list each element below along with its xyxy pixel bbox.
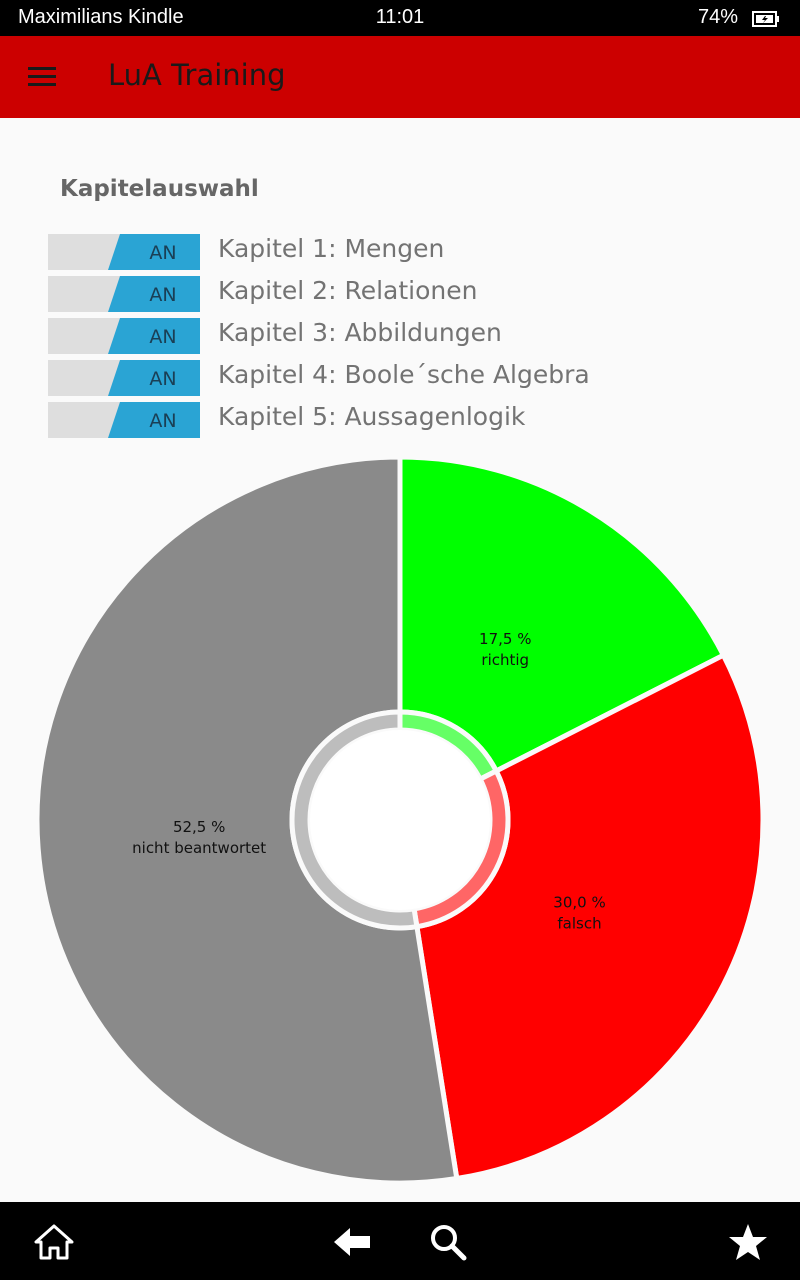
battery-icon: [752, 10, 780, 33]
device-name: Maximilians Kindle: [18, 6, 184, 28]
section-title: Kapitelauswahl: [60, 176, 259, 202]
bottom-nav-bar: [0, 1202, 800, 1280]
toggle-state: AN: [149, 368, 177, 390]
pie-label-value-nicht-beantwortet: 52,5 %: [173, 818, 225, 836]
chapter-label: Kapitel 3: Abbildungen: [218, 318, 502, 347]
chapter-label: Kapitel 4: Boole´sche Algebra: [218, 360, 590, 389]
battery-percent: 74%: [697, 6, 738, 28]
clock: 11:01: [375, 6, 425, 28]
chapter-2-toggle[interactable]: AN: [48, 276, 200, 312]
pie-label-value-richtig: 17,5 %: [479, 630, 531, 648]
chapter-row-4: AN Kapitel 4: Boole´sche Algebra: [48, 360, 648, 398]
toggle-state: AN: [149, 326, 177, 348]
menu-icon[interactable]: [28, 66, 56, 88]
chapter-1-toggle[interactable]: AN: [48, 234, 200, 270]
app-bar: LuA Training: [0, 36, 800, 118]
pie-label-name-nicht-beantwortet: nicht beantwortet: [132, 839, 266, 857]
toggle-state: AN: [149, 242, 177, 264]
chapter-label: Kapitel 2: Relationen: [218, 276, 478, 305]
chapter-5-toggle[interactable]: AN: [48, 402, 200, 438]
pie-label-name-richtig: richtig: [481, 651, 529, 669]
chapter-row-5: AN Kapitel 5: Aussagenlogik: [48, 402, 648, 440]
chapter-4-toggle[interactable]: AN: [48, 360, 200, 396]
status-bar: Maximilians Kindle 11:01 74%: [0, 0, 800, 36]
chapter-3-toggle[interactable]: AN: [48, 318, 200, 354]
app-title: LuA Training: [108, 58, 286, 92]
pie-chart-svg: 17,5 % richtig 30,0 % falsch 52,5 % nicht bea…: [34, 454, 766, 1186]
chapter-label: Kapitel 1: Mengen: [218, 234, 445, 263]
chapter-row-3: AN Kapitel 3: Abbildungen: [48, 318, 648, 356]
toggle-state: AN: [149, 284, 177, 306]
pie-center-hole: [310, 730, 490, 910]
chapter-row-2: AN Kapitel 2: Relationen: [48, 276, 648, 314]
star-icon[interactable]: [728, 1222, 768, 1262]
home-icon[interactable]: [34, 1222, 74, 1262]
toggle-state: AN: [149, 410, 177, 432]
pie-label-name-falsch: falsch: [557, 914, 601, 932]
back-icon[interactable]: [332, 1222, 372, 1262]
chapter-row-1: AN Kapitel 1: Mengen: [48, 234, 648, 272]
chapter-label: Kapitel 5: Aussagenlogik: [218, 402, 526, 431]
result-pie-chart: 17,5 % richtig 30,0 % falsch 52,5 % nicht bea…: [0, 440, 800, 1200]
pie-label-value-falsch: 30,0 %: [553, 893, 605, 911]
search-icon[interactable]: [428, 1222, 468, 1262]
